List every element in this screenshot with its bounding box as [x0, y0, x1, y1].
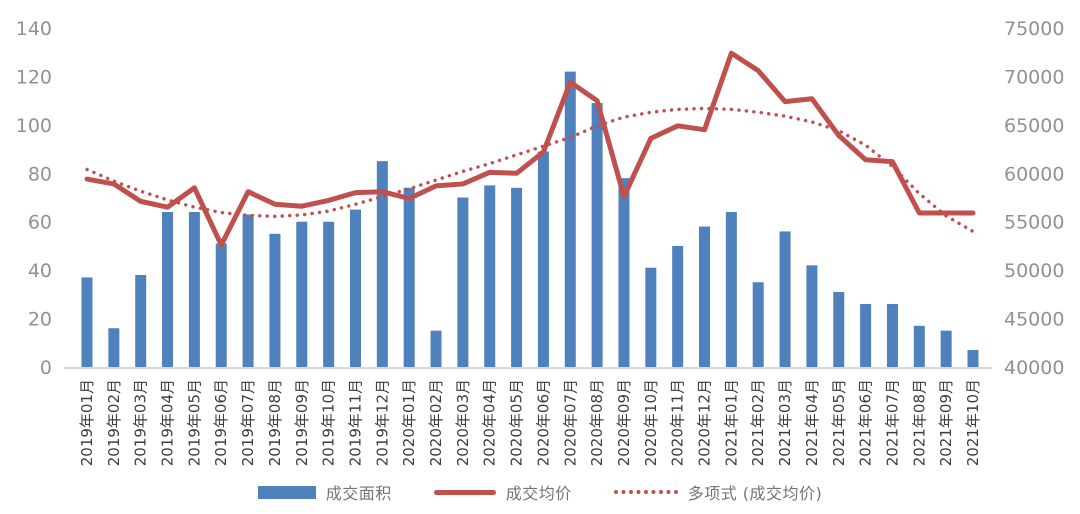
bar-2020年05月	[511, 187, 523, 367]
bar-2019年09月	[296, 221, 308, 367]
x-axis-label-2020年05月: 2020年05月	[508, 379, 526, 466]
y-axis-right-tick-label: 70000	[1004, 66, 1064, 88]
bar-2020年01月	[403, 187, 415, 367]
x-axis-label-2021年08月: 2021年08月	[910, 379, 928, 466]
x-axis-label-2021年06月: 2021年06月	[857, 379, 875, 466]
bar-2019年03月	[135, 274, 147, 367]
price-line	[84, 50, 976, 248]
legend-label-trend: 多项式 (成交均价)	[687, 484, 823, 503]
bar-2019年05月	[188, 212, 200, 367]
dotted-series-swatch	[613, 490, 678, 494]
x-axis-label-2020年10月: 2020年10月	[642, 379, 660, 466]
x-axis-label-2021年05月: 2021年05月	[830, 379, 848, 466]
bar-2019年02月	[108, 328, 120, 367]
trend-dotted-line	[85, 106, 975, 234]
x-axis-label-2021年10月: 2021年10月	[964, 379, 982, 466]
bar-2019年06月	[215, 243, 227, 367]
bar-2020年12月	[699, 226, 711, 367]
bar-2021年02月	[752, 282, 764, 367]
y-axis-right-tick-label: 65000	[1004, 115, 1064, 137]
bar-2020年09月	[618, 178, 630, 367]
y-axis-left-tick-label: 60	[28, 212, 52, 234]
legend-item-area: 成交面积	[257, 480, 392, 504]
y-axis-right-tick-label: 55000	[1004, 212, 1064, 234]
x-axis-label-2019年08月: 2019年08月	[266, 379, 284, 466]
bar-2021年10月	[967, 350, 979, 367]
x-axis-label-2019年03月: 2019年03月	[132, 379, 150, 466]
x-axis-label-2021年03月: 2021年03月	[776, 379, 794, 466]
x-axis-label-2021年07月: 2021年07月	[883, 379, 901, 466]
bar-2019年12月	[376, 161, 388, 367]
bar-2020年07月	[564, 71, 576, 367]
x-axis-label-2019年12月: 2019年12月	[373, 379, 391, 466]
bar-2021年01月	[725, 212, 737, 367]
bar-2019年11月	[349, 209, 361, 367]
chart-legend: 成交面积 成交均价 多项式 (成交均价)	[0, 479, 1080, 505]
x-axis-label-2020年03月: 2020年03月	[454, 379, 472, 466]
bar-2019年10月	[323, 221, 335, 367]
bar-2020年08月	[591, 103, 603, 368]
bar-2021年07月	[886, 304, 898, 367]
x-axis-label-2020年08月: 2020年08月	[588, 379, 606, 466]
bar-2019年01月	[81, 277, 93, 367]
bar-2019年07月	[242, 214, 254, 367]
legend-item-trend: 多项式 (成交均价)	[613, 480, 823, 504]
x-axis-label-2020年04月: 2020年04月	[481, 379, 499, 466]
x-axis-label-2019年11月: 2019年11月	[346, 379, 364, 466]
y-axis-right-tick-label: 60000	[1004, 163, 1064, 185]
bar-2021年05月	[833, 291, 845, 367]
bar-series-swatch	[257, 485, 316, 499]
x-axis-label-2019年05月: 2019年05月	[185, 379, 203, 466]
x-axis-label-2019年02月: 2019年02月	[105, 379, 123, 466]
x-axis-label-2021年09月: 2021年09月	[937, 379, 955, 466]
y-axis-right-tick-label: 50000	[1004, 260, 1064, 282]
x-axis-label-2020年02月: 2020年02月	[427, 379, 445, 466]
x-axis-label-2020年11月: 2020年11月	[669, 379, 687, 466]
y-axis-left-tick-label: 120	[16, 66, 52, 88]
bar-2019年04月	[162, 212, 174, 367]
bar-2021年03月	[779, 231, 791, 367]
x-axis-label-2020年01月: 2020年01月	[400, 379, 418, 466]
x-axis-label-2020年12月: 2020年12月	[696, 379, 714, 466]
x-axis-label-2019年06月: 2019年06月	[212, 379, 230, 466]
x-axis-label-2019年09月: 2019年09月	[293, 379, 311, 466]
bar-2020年03月	[457, 197, 469, 367]
x-axis-label-2020年09月: 2020年09月	[615, 379, 633, 466]
bar-2020年06月	[537, 151, 549, 367]
y-axis-left-tick-label: 80	[28, 163, 52, 185]
bar-2020年11月	[672, 245, 684, 367]
y-axis-left-tick-label: 40	[28, 260, 52, 282]
x-axis-label-2021年02月: 2021年02月	[749, 379, 767, 466]
bar-2021年08月	[913, 325, 925, 367]
y-axis-right-tick-label: 75000	[1004, 18, 1064, 40]
legend-label-price: 成交均价	[505, 484, 572, 503]
bar-2020年04月	[484, 185, 496, 367]
y-axis-right-tick-label: 45000	[1004, 309, 1064, 331]
x-axis-label-2021年04月: 2021年04月	[803, 379, 821, 466]
x-axis-label-2019年07月: 2019年07月	[239, 379, 257, 466]
bar-2019年08月	[269, 233, 281, 367]
x-axis-label-2019年01月: 2019年01月	[78, 379, 96, 466]
legend-item-price: 成交均价	[433, 480, 572, 504]
legend-label-area: 成交面积	[325, 484, 392, 503]
bar-2020年10月	[645, 267, 657, 367]
bar-2020年02月	[430, 330, 442, 367]
bar-2021年06月	[860, 304, 872, 367]
x-axis-label-2021年01月: 2021年01月	[722, 379, 740, 466]
y-axis-left-tick-label: 100	[16, 115, 52, 137]
x-axis-label-2020年07月: 2020年07月	[561, 379, 579, 466]
x-axis-label-2020年06月: 2020年06月	[534, 379, 552, 466]
bar-2021年04月	[806, 265, 818, 367]
x-axis-label-2019年04月: 2019年04月	[159, 379, 177, 466]
y-axis-left-tick-label: 20	[28, 309, 52, 331]
y-axis-left-tick-label: 0	[40, 357, 52, 379]
y-axis-right-tick-label: 40000	[1004, 357, 1064, 379]
line-series-swatch	[433, 489, 496, 495]
x-axis-label-2019年10月: 2019年10月	[320, 379, 338, 466]
bar-2021年09月	[940, 330, 952, 367]
y-axis-left-tick-label: 140	[16, 18, 52, 40]
